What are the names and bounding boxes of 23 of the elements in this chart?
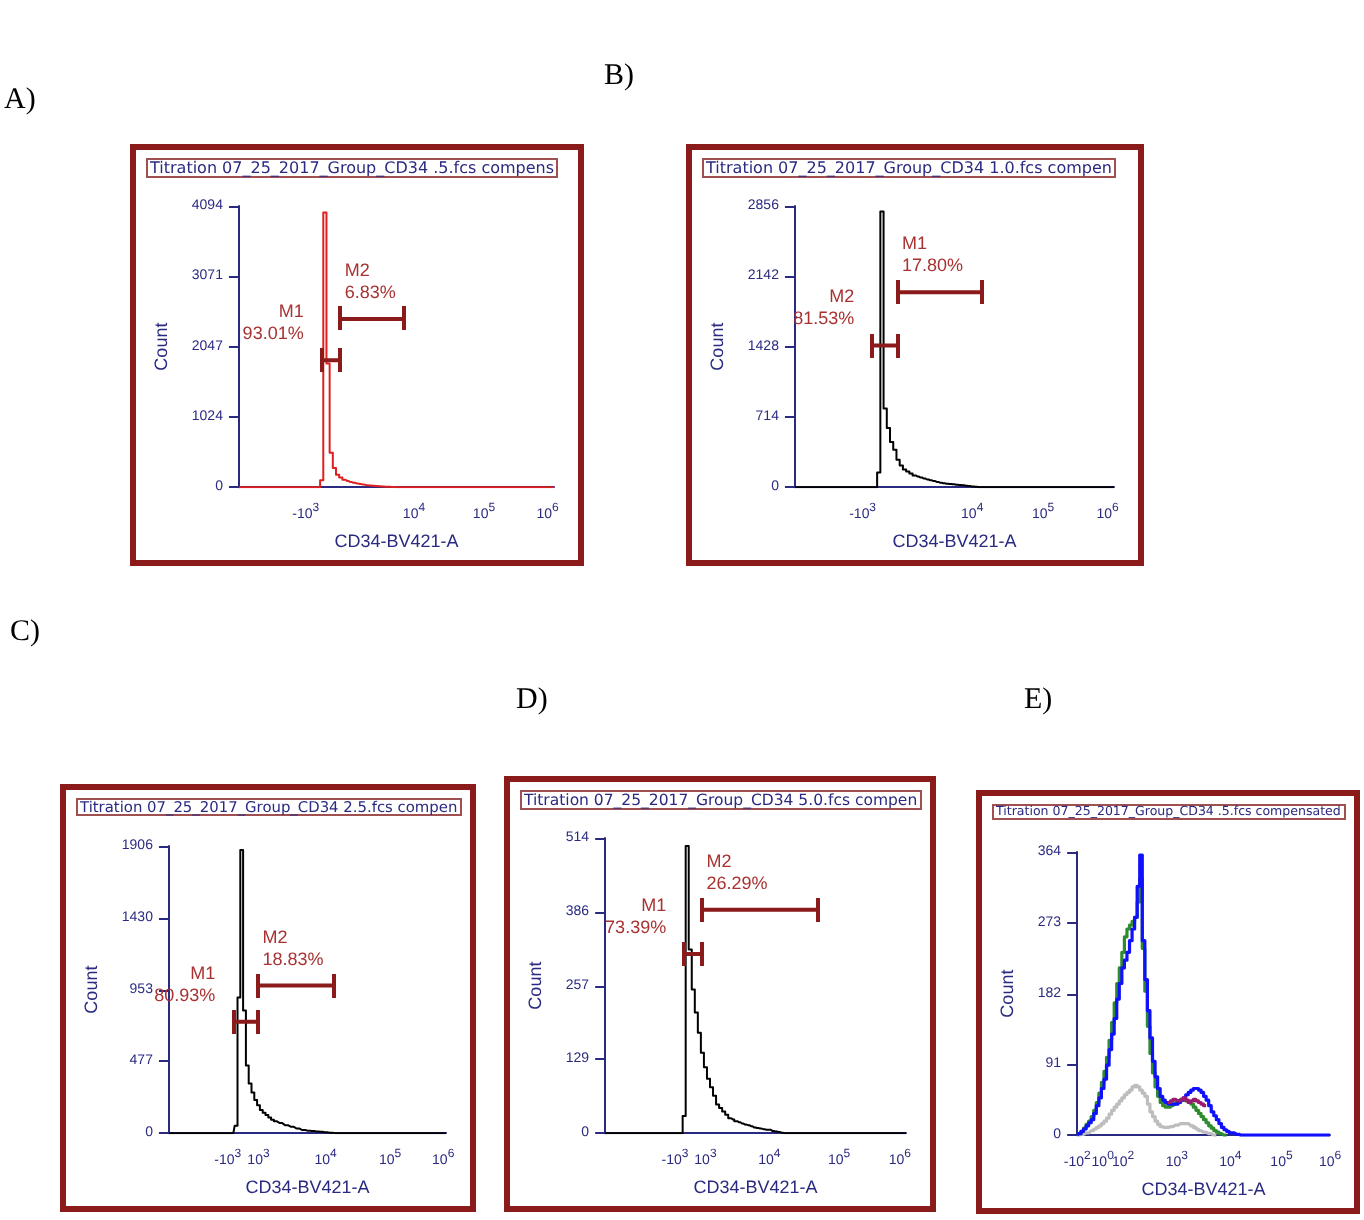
annotation: M1 17.80%	[902, 233, 964, 276]
chart-subtitle: B)	[604, 60, 634, 94]
x-axis-title: CD34-BV421-A	[1141, 1179, 1266, 1199]
annotation: M2 18.83%	[262, 926, 324, 969]
chart-subtitle: D)	[516, 684, 548, 718]
annotation: M1 93.01%	[242, 301, 304, 344]
x-axis-title: CD34-BV421-A	[334, 531, 459, 551]
y-axis-title: Count	[151, 321, 171, 371]
y-axis-title: Count	[997, 968, 1017, 1018]
chart-title: Titration 07_25_2017_Group_CD34 .5.fcs compens	[148, 159, 555, 177]
chart-title: Titration 07_25_2017_Group_CD34 1.0.fcs compen	[704, 159, 1112, 177]
x-axis-title: CD34-BV421-A	[693, 1177, 818, 1197]
x-axis-title: CD34-BV421-A	[892, 531, 1017, 551]
annotation: M2 6.83%	[344, 259, 396, 302]
x-axis-title: CD34-BV421-A	[245, 1177, 370, 1197]
y-axis-title: Count	[525, 960, 545, 1010]
chart-subtitle: C)	[10, 616, 40, 650]
annotation: M2 26.29%	[706, 850, 768, 893]
y-axis-title: Count	[81, 964, 101, 1014]
chart-subtitle: A)	[4, 84, 36, 118]
y-axis-title: Count	[707, 321, 727, 371]
annotation: M1 73.39%	[605, 895, 667, 938]
chart-subtitle: E)	[1024, 684, 1053, 718]
